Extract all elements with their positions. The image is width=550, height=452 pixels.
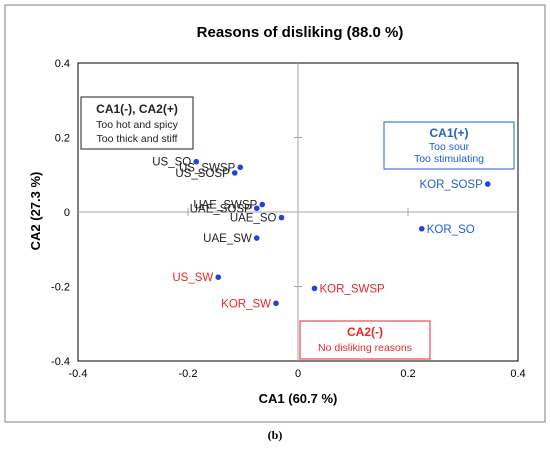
- y-axis-label: CA2 (27.3 %): [28, 172, 43, 251]
- y-tick-label: 0.4: [55, 58, 70, 70]
- annotation-ca1pos: CA1(+) Too sour Too stimulating: [383, 121, 515, 170]
- y-tick-label: 0.2: [55, 133, 70, 145]
- point-label: KOR_SW: [221, 298, 271, 310]
- y-tick-label: 0: [64, 207, 70, 219]
- annotation-ca1pos-title: CA1(+): [429, 126, 468, 140]
- data-point: [311, 285, 318, 292]
- annotation-ca2neg-line-1: No disliking reasons: [318, 342, 412, 354]
- x-tick-label: 0.2: [400, 368, 415, 380]
- point-label: KOR_SO: [427, 224, 475, 236]
- point-label: UAE_SOSP: [190, 203, 252, 215]
- point-label: US_SO: [152, 157, 191, 169]
- data-point: [253, 235, 260, 241]
- point-label: KOR_SOSP: [419, 179, 483, 191]
- annotation-ca1pos-line-2: Too stimulating: [414, 153, 484, 165]
- annotation-ca1pos-line-1: Too sour: [429, 141, 470, 153]
- x-tick-labels: -0.4 -0.2 0 0.2 0.4: [69, 368, 526, 380]
- annotation-ca2neg: CA2(-) No disliking reasons: [299, 320, 431, 360]
- x-tick-label: 0: [295, 368, 301, 380]
- data-point: [484, 181, 491, 187]
- x-tick-label: -0.2: [179, 368, 198, 380]
- figure-caption: (b): [267, 428, 283, 442]
- point-label: UAE_SO: [230, 213, 277, 225]
- data-point: [215, 274, 222, 280]
- data-point: [273, 300, 279, 307]
- data-point: [253, 205, 260, 212]
- chart-border: [4, 4, 546, 423]
- inner-axis-ticks: [187, 137, 409, 287]
- annotation-ca1neg-ca2pos-line-1: Too hot and spicy: [96, 119, 178, 131]
- data-point: [278, 214, 285, 221]
- x-axis-label: CA1 (60.7 %): [259, 391, 338, 406]
- data-point: [231, 170, 238, 176]
- chart-title: Reasons of disliking (88.0 %): [197, 24, 404, 41]
- annotation-ca1neg-ca2pos-line-2: Too thick and stiff: [97, 133, 178, 145]
- x-tick-label: -0.4: [69, 368, 88, 380]
- data-point: [259, 201, 266, 208]
- y-tick-labels: 0.4 0.2 0 -0.2 -0.4: [51, 58, 70, 368]
- data-points: US_SOUS_SWSPUS_SOSPUAE_SWSPUAE_SOSPUAE_S…: [152, 157, 491, 310]
- point-label: US_SWSP: [179, 162, 236, 174]
- point-label: UAE_SWSP: [193, 200, 257, 212]
- point-label: US_SW: [172, 272, 213, 284]
- annotation-ca1neg-ca2pos-title: CA1(-), CA2(+): [96, 102, 178, 116]
- data-point: [237, 164, 244, 171]
- annotation-ca1neg-ca2pos: CA1(-), CA2(+) Too hot and spicy Too thi…: [80, 96, 194, 150]
- y-tick-label: -0.4: [51, 356, 70, 368]
- data-point: [418, 225, 425, 232]
- point-label: KOR_SWSP: [320, 283, 386, 295]
- point-label: US_SOSP: [175, 168, 230, 180]
- x-tick-label: 0.4: [510, 368, 525, 380]
- data-point: [193, 158, 200, 165]
- y-tick-label: -0.2: [51, 282, 70, 294]
- annotation-ca2neg-title: CA2(-): [347, 325, 383, 339]
- point-label: UAE_SW: [203, 233, 252, 245]
